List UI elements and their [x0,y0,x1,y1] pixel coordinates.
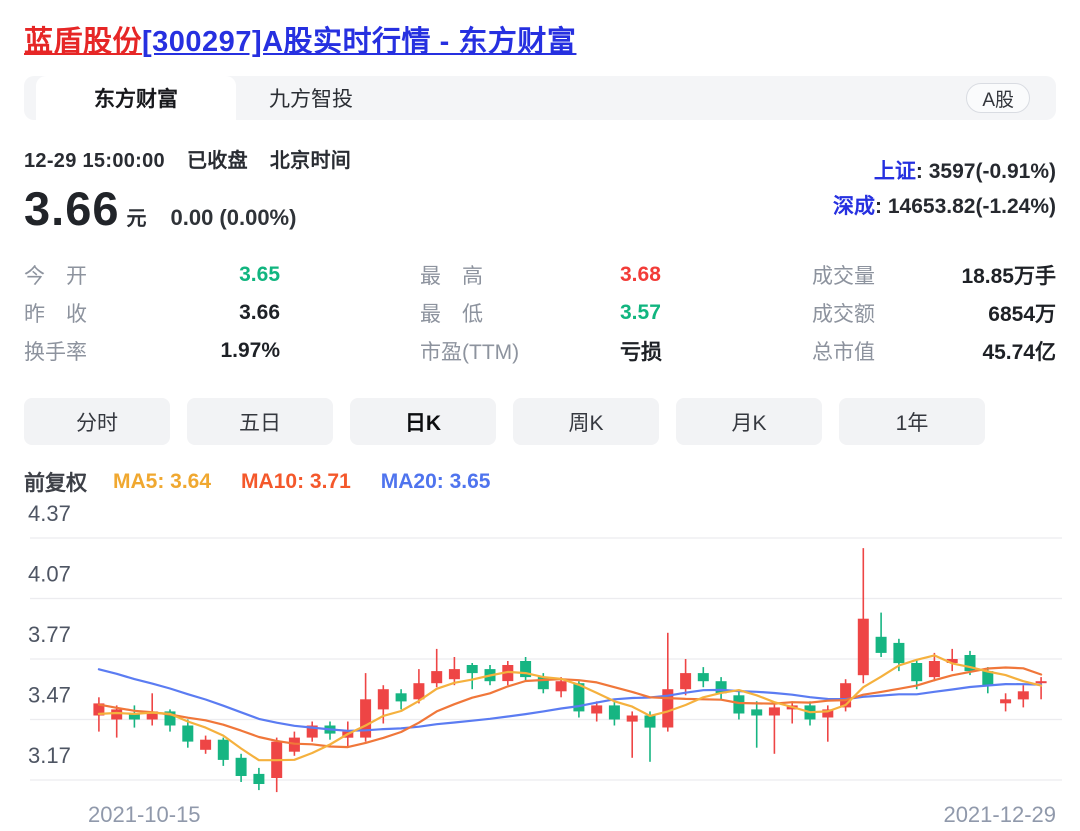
period-tab-5day[interactable]: 五日 [187,398,333,445]
stat-label-market-cap: 总市值 [812,341,875,364]
stat-value-low: 3.57 [620,301,661,324]
stats-col-3: 成交量 18.85万手 成交额 6854万 总市值 45.74亿 [812,256,1056,370]
index-shenzhen-value: : 14653.82(-1.24%) [875,195,1056,218]
period-tab-monthly-k[interactable]: 月K [676,398,822,445]
quote-time-row: 12-29 15:00:00 已收盘 北京时间 [24,144,373,173]
source-tabstrip: 东方财富 九方智投 A股 [24,76,1056,120]
index-quotes: 上证: 3597(-0.91%) 深成: 14653.82(-1.24%) [833,154,1056,236]
stat-label-turnover-rate: 换手率 [24,341,87,364]
period-tab-1year[interactable]: 1年 [839,398,985,445]
tab-eastmoney[interactable]: 东方财富 [36,76,236,120]
stat-value-high: 3.68 [620,263,661,286]
period-tab-fenshi[interactable]: 分时 [24,398,170,445]
market-type-badge: A股 [966,83,1030,113]
stat-value-pe-ttm: 亏损 [620,341,662,364]
page-title-link[interactable]: 蓝盾股份[300297]A股实时行情 - 东方财富 [24,26,576,58]
stock-name: 蓝盾股份 [24,26,143,58]
stat-value-prev-close: 3.66 [239,301,280,324]
period-tab-daily-k[interactable]: 日K [350,398,496,445]
candlestick-chart[interactable]: 3.17 3.47 3.77 4.07 4.37 2021-10-15 2021-12-29 [0,492,1080,831]
stats-col-1: 今 开 3.65 昨 收 3.66 换手率 1.97% [24,256,280,370]
price-row: 3.66 元 0.00 (0.00%) [24,181,373,236]
quote-info-row: 12-29 15:00:00 已收盘 北京时间 3.66 元 0.00 (0.00%… [24,144,1056,236]
ma5-legend: MA5: 3.64 [113,470,212,493]
timezone-label: 北京时间 [269,150,352,172]
index-shanghai-value: : 3597(-0.91%) [915,160,1056,183]
quote-left: 12-29 15:00:00 已收盘 北京时间 3.66 元 0.00 (0.00%… [24,144,373,236]
stat-label-pe-ttm: 市盈(TTM) [420,341,520,364]
ma10-legend: MA10: 3.71 [241,470,351,493]
stat-label-open: 今 开 [24,265,87,288]
period-tab-weekly-k[interactable]: 周K [513,398,659,445]
index-shanghai-link[interactable]: 上证 [873,160,916,183]
svg-text:3.47: 3.47 [28,683,71,708]
stat-label-volume: 成交量 [812,265,875,288]
index-shenzhen-link[interactable]: 深成 [833,195,876,218]
svg-text:3.17: 3.17 [28,743,71,768]
chart-area: 3.17 3.47 3.77 4.07 4.37 2021-10-15 2021-12-29 [0,492,1080,831]
stat-label-high: 最 高 [420,265,483,288]
market-status: 已收盘 [186,150,248,172]
chart-period-tabs: 分时 五日 日K 周K 月K 1年 [24,398,1056,445]
page-header: 蓝盾股份[300297]A股实时行情 - 东方财富 [0,0,1080,60]
svg-text:3.77: 3.77 [28,622,71,647]
stat-value-open: 3.65 [239,263,280,286]
price-change: 0.00 (0.00%) [170,205,297,230]
tab-jiufang[interactable]: 九方智投 [269,88,353,111]
stat-value-turnover-rate: 1.97% [220,339,280,362]
stat-label-amount: 成交额 [812,303,875,326]
price-unit: 元 [126,208,147,230]
ma20-legend: MA20: 3.65 [380,470,491,493]
svg-text:4.07: 4.07 [28,562,71,587]
index-shenzhen: 深成: 14653.82(-1.24%) [833,189,1056,224]
stat-label-prev-close: 昨 收 [24,303,87,326]
index-shanghai: 上证: 3597(-0.91%) [833,154,1056,189]
svg-text:4.37: 4.37 [28,501,71,526]
svg-text:2021-12-29: 2021-12-29 [943,802,1056,827]
stock-code-suffix: [300297]A股实时行情 - 东方财富 [142,26,577,58]
svg-text:2021-10-15: 2021-10-15 [88,802,201,827]
stat-value-volume: 18.85万手 [961,265,1056,288]
current-price: 3.66 [24,182,120,235]
stats-grid: 今 开 3.65 昨 收 3.66 换手率 1.97% 最 高 3.68 最 低… [24,256,1056,370]
adjust-mode-label[interactable]: 前复权 [24,472,87,495]
stat-value-amount: 6854万 [988,303,1056,326]
quote-time: 12-29 15:00:00 [24,150,165,172]
stat-label-low: 最 低 [420,303,483,326]
stat-value-market-cap: 45.74亿 [982,341,1056,364]
ma-legend: 前复权 MA5: 3.64 MA10: 3.71 MA20: 3.65 [24,467,1056,497]
stats-col-2: 最 高 3.68 最 低 3.57 市盈(TTM) 亏损 [420,256,700,370]
